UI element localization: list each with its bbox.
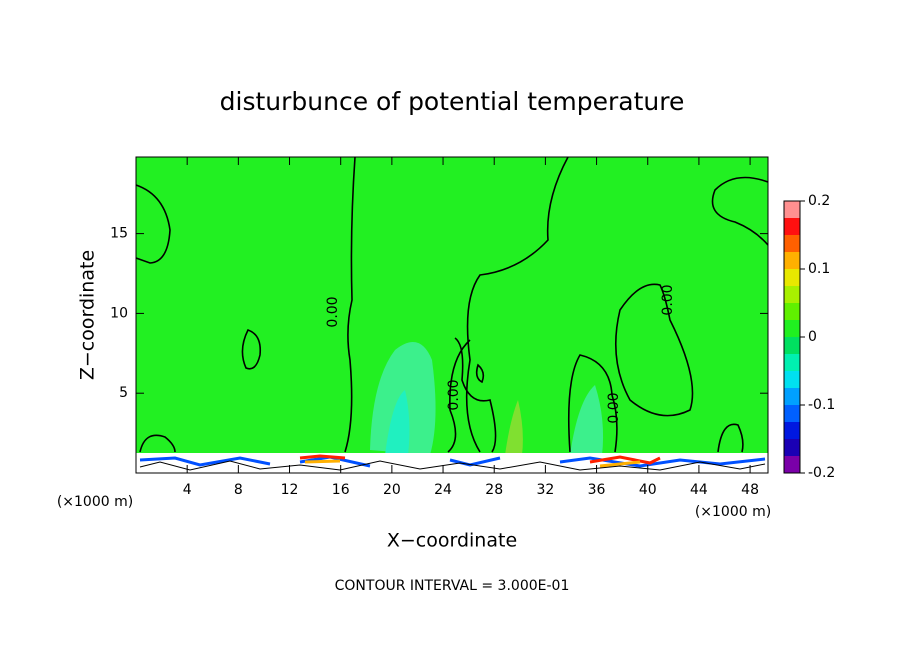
- contour-line: [344, 156, 356, 453]
- x-axis-label: X−coordinate: [387, 530, 517, 552]
- contour-line: [465, 156, 569, 453]
- y-tick-label: 10: [110, 305, 128, 321]
- colorbar-bin: [784, 388, 800, 405]
- field-region: [299, 454, 661, 465]
- x-tick-label: 12: [281, 482, 299, 498]
- colorbar-tick-label: -0.2: [808, 465, 835, 481]
- colorbar-bin: [784, 235, 800, 252]
- x-tick-label: 28: [485, 482, 503, 498]
- x-tick-label: 24: [434, 482, 452, 498]
- x-unit-label: (×1000 m): [57, 494, 133, 510]
- contour-line: [447, 337, 497, 453]
- x-tick-label: 36: [588, 482, 606, 498]
- colorbar-tick-label: 0.1: [808, 261, 830, 277]
- colorbar-bin: [784, 439, 800, 456]
- contour-line: [475, 363, 485, 384]
- contour-line: [241, 329, 262, 370]
- colorbar-bin: [784, 320, 800, 337]
- x-tick-label: 16: [332, 482, 350, 498]
- contour-label: 0.00: [660, 284, 676, 315]
- colorbar-tick-label: -0.1: [808, 397, 835, 413]
- colorbar-tick-label: 0.2: [808, 193, 830, 209]
- colorbar-bin: [784, 371, 800, 388]
- colorbar-bin: [784, 422, 800, 439]
- colorbar-bin: [784, 269, 800, 286]
- x-tick-label: 48: [741, 482, 759, 498]
- colorbar-bin: [784, 456, 800, 473]
- contour-label: 0.00: [325, 296, 341, 327]
- x-tick-label: 40: [639, 482, 657, 498]
- field-region: [570, 385, 604, 455]
- colorbar-bin: [784, 252, 800, 269]
- field-region: [136, 453, 768, 473]
- contour-line: [711, 176, 769, 246]
- x-unit-label: (×1000 m): [695, 504, 771, 520]
- x-tick-label: 20: [383, 482, 401, 498]
- x-tick-label: 44: [690, 482, 708, 498]
- contour-line: [135, 184, 171, 264]
- y-tick-label: 5: [119, 385, 128, 401]
- x-tick-label: 32: [536, 482, 554, 498]
- field-background: [136, 157, 768, 473]
- contour-field: 0.00 0.00 0.00 0.00: [135, 156, 769, 473]
- footer-note: CONTOUR INTERVAL = 3.000E-01: [335, 578, 570, 594]
- colorbar-bin: [784, 286, 800, 303]
- field-region: [385, 390, 410, 455]
- field-region: [505, 400, 523, 455]
- colorbar-bin: [784, 405, 800, 422]
- y-axis-label: Z−coordinate: [77, 250, 99, 380]
- plot-frame: [135, 156, 769, 474]
- contour-line: [139, 423, 744, 453]
- contour-label: 0.00: [446, 379, 462, 410]
- contour-line: [567, 354, 618, 453]
- field-region: [139, 460, 766, 471]
- colorbar-bin: [784, 201, 800, 218]
- colorbar-bin: [784, 303, 800, 320]
- chart-title: disturbunce of potential temperature: [220, 87, 685, 116]
- colorbar-bin: [784, 218, 800, 235]
- x-tick-label: 8: [234, 482, 243, 498]
- colorbar-bin: [784, 337, 800, 354]
- field-region: [304, 459, 641, 468]
- y-tick-label: 15: [110, 226, 128, 242]
- contour-line: [615, 283, 694, 417]
- x-tick-label: 4: [183, 482, 192, 498]
- colorbar-bin: [784, 354, 800, 371]
- colorbar-tick-label: 0: [808, 329, 817, 345]
- contour-label: 0.00: [606, 392, 622, 423]
